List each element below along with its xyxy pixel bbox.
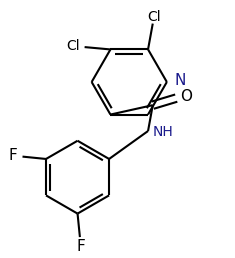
Text: Cl: Cl (67, 39, 80, 53)
Text: Cl: Cl (147, 10, 161, 23)
Text: F: F (77, 239, 86, 254)
Text: NH: NH (153, 125, 174, 139)
Text: N: N (174, 73, 185, 88)
Text: F: F (8, 148, 17, 163)
Text: O: O (180, 90, 192, 104)
